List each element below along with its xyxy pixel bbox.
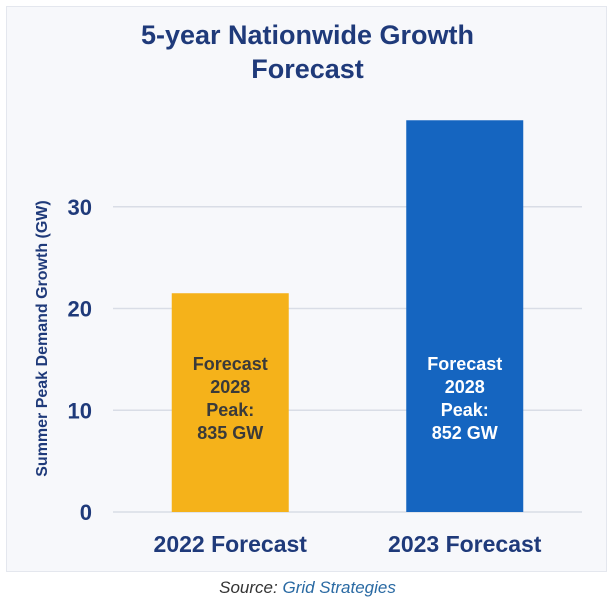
chart-title: 5-year Nationwide Growth Forecast — [0, 18, 615, 86]
chart-title-line-1: 5-year Nationwide Growth — [140, 20, 475, 50]
y-tick-label-2: 20 — [68, 297, 92, 322]
source-link[interactable]: Grid Strategies — [282, 578, 396, 597]
bar-1-label-line-1: 2028 — [445, 377, 485, 397]
bar-0 — [171, 293, 289, 512]
y-tick-label-3: 30 — [68, 195, 92, 220]
bar-0-label-line-3: 835 GW — [197, 423, 263, 443]
bar-1-label-line-3: 852 GW — [432, 423, 498, 443]
bar-0-label-line-1: 2028 — [210, 377, 250, 397]
source-caption: Source: Grid Strategies — [0, 578, 615, 598]
y-tick-label-1: 10 — [68, 398, 92, 423]
bar-1-label-line-2: Peak: — [441, 400, 489, 420]
x-tick-label-1: 2023 Forecast — [388, 531, 542, 557]
source-prefix: Source: — [219, 578, 278, 597]
chart-title-line-2: Forecast — [251, 54, 364, 84]
y-axis-title: Summer Peak Demand Growth (GW) — [34, 200, 51, 477]
y-tick-label-0: 0 — [80, 500, 92, 525]
bar-1-label-line-0: Forecast — [427, 354, 502, 374]
bar-1 — [406, 120, 524, 512]
bar-0-label-line-2: Peak: — [206, 400, 254, 420]
x-tick-label-0: 2022 Forecast — [154, 531, 308, 557]
bar-0-label-line-0: Forecast — [193, 354, 268, 374]
